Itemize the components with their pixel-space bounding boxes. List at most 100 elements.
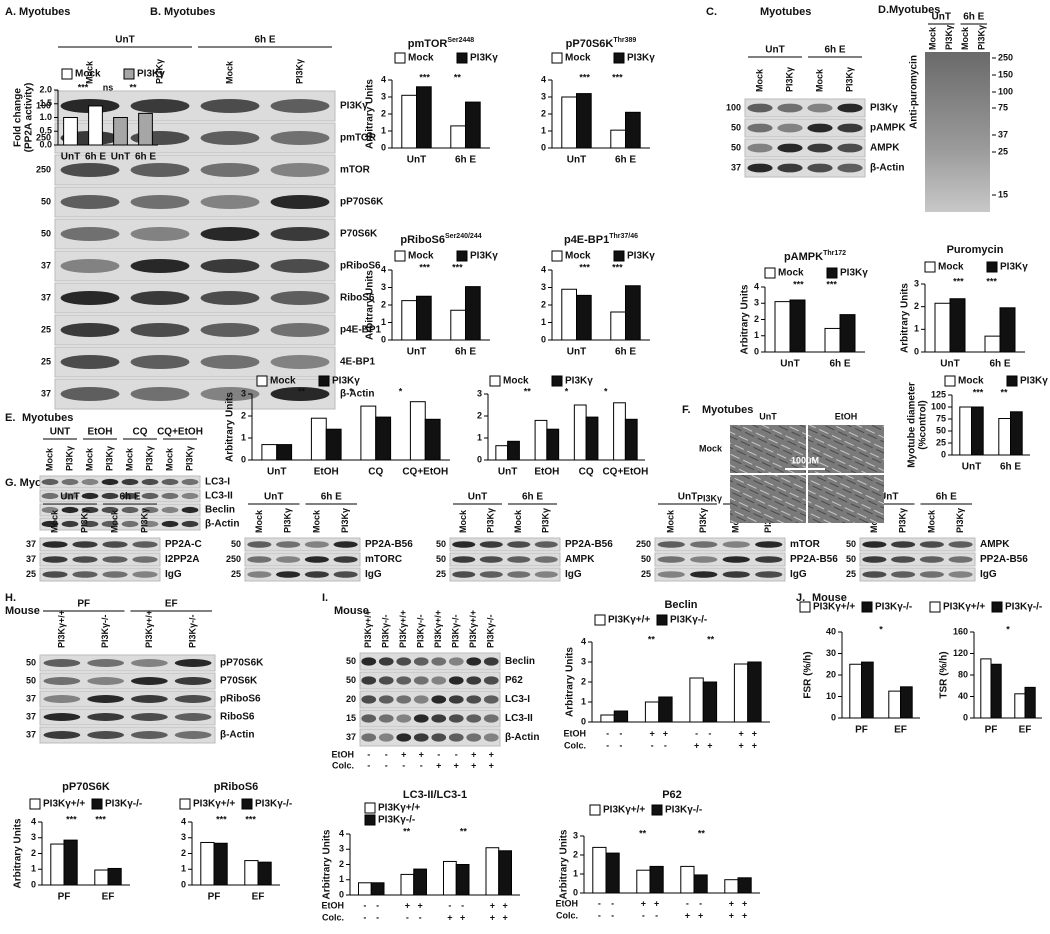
legend-label: PI3Kγ <box>565 376 593 387</box>
sign: + <box>489 760 494 770</box>
band <box>948 571 973 578</box>
band <box>130 98 190 114</box>
bar <box>737 877 752 894</box>
y-tick-label: 0 <box>831 712 836 722</box>
blot-strip <box>654 567 786 582</box>
sign: + <box>502 900 507 910</box>
mw-marker: 20 <box>346 694 356 704</box>
sign: - <box>699 898 702 908</box>
blot-strip <box>244 537 361 552</box>
mw-marker: 50 <box>26 675 36 685</box>
band <box>132 556 158 563</box>
legend-swatch <box>318 375 330 387</box>
bar <box>561 288 577 341</box>
band-label: P70S6K <box>220 676 258 687</box>
y-tick-label: 3 <box>31 832 36 842</box>
band-label: pRiboS6 <box>340 261 381 272</box>
sign: - <box>363 900 366 910</box>
lane-label: Mock <box>513 509 523 533</box>
sign: + <box>694 740 699 750</box>
blot-header: UnT <box>932 12 951 23</box>
band <box>333 556 358 563</box>
band <box>72 541 98 548</box>
x-tick-label: UnT <box>407 347 426 358</box>
legend-swatch <box>179 798 191 810</box>
band <box>948 541 973 548</box>
y-tick-label: 10 <box>826 691 836 701</box>
band <box>891 556 916 563</box>
band <box>121 520 139 528</box>
bar <box>774 301 791 353</box>
blot-strip <box>859 567 976 582</box>
micrograph <box>730 425 806 473</box>
y-tick-label: 1 <box>31 864 36 874</box>
mw-marker: 250 <box>36 132 51 142</box>
band <box>101 506 119 514</box>
band <box>200 354 260 370</box>
significance: * <box>879 624 883 634</box>
sign: + <box>685 910 690 920</box>
sign: - <box>606 740 609 750</box>
legend-swatch <box>551 52 563 64</box>
band-label: LC3-I <box>205 477 230 488</box>
blot-header: 6h E <box>963 12 984 23</box>
band <box>181 506 199 514</box>
band-label: P70S6K <box>340 229 378 240</box>
band <box>42 571 68 578</box>
panel-label: Mouse <box>334 605 369 617</box>
band <box>132 571 158 578</box>
legend-label: PI3Kγ+/+ <box>603 805 645 816</box>
band-label: pAMPK <box>870 123 906 134</box>
band <box>102 541 128 548</box>
y-tick-label: 0 <box>573 887 578 897</box>
bar <box>450 125 466 149</box>
legend-label: PI3Kγ <box>1000 262 1028 273</box>
lane-label: PI3Kγ <box>64 446 74 471</box>
y-tick-label: 120 <box>953 648 968 658</box>
y-tick-label: 1 <box>381 125 386 135</box>
sign: - <box>376 900 379 910</box>
sign: + <box>663 728 668 738</box>
lane-label: Mock <box>458 509 468 533</box>
legend-swatch <box>613 52 625 64</box>
y-axis-label: Myotube diameter <box>907 382 918 468</box>
title-text: pRiboS6 <box>214 781 259 793</box>
band <box>87 731 124 739</box>
lane-label: PI3Kγ <box>898 508 908 533</box>
lane-label: PI3Kγ+/+ <box>363 610 373 648</box>
band <box>141 478 159 486</box>
y-tick-label: 100 <box>931 401 946 411</box>
bar <box>971 406 984 456</box>
column-label: UnT <box>759 411 777 421</box>
bar <box>416 295 432 341</box>
mw-marker: 50 <box>641 554 651 564</box>
blot-strip <box>359 671 501 690</box>
sign: + <box>752 740 757 750</box>
legend-swatch <box>861 601 873 613</box>
y-tick-label: 4 <box>339 828 344 838</box>
blot-header: UnT <box>115 35 134 46</box>
bar <box>610 129 626 149</box>
bar <box>636 869 651 894</box>
lane-label: PI3Kγ <box>154 59 164 84</box>
band <box>61 478 79 486</box>
blot-header: 6h E <box>254 35 275 46</box>
panel-label: I. <box>322 592 328 604</box>
y-tick-label: 3 <box>381 91 386 101</box>
bar <box>50 843 65 886</box>
band <box>722 571 750 578</box>
band <box>181 478 199 486</box>
band <box>919 541 944 548</box>
lane-label: PI3Kγ+/+ <box>144 610 154 648</box>
mw-marker: 50 <box>436 554 446 564</box>
blot-header: UnT <box>765 45 784 56</box>
legend-label: Mock <box>565 53 591 64</box>
bar <box>465 286 481 341</box>
y-tick-label: 1 <box>541 317 546 327</box>
band <box>87 659 124 667</box>
legend-swatch <box>826 267 838 279</box>
lane-label: Mock <box>84 447 94 471</box>
band <box>891 541 916 548</box>
band-label: I2PP2A <box>165 554 199 565</box>
y-tick-label: 0 <box>181 879 186 889</box>
